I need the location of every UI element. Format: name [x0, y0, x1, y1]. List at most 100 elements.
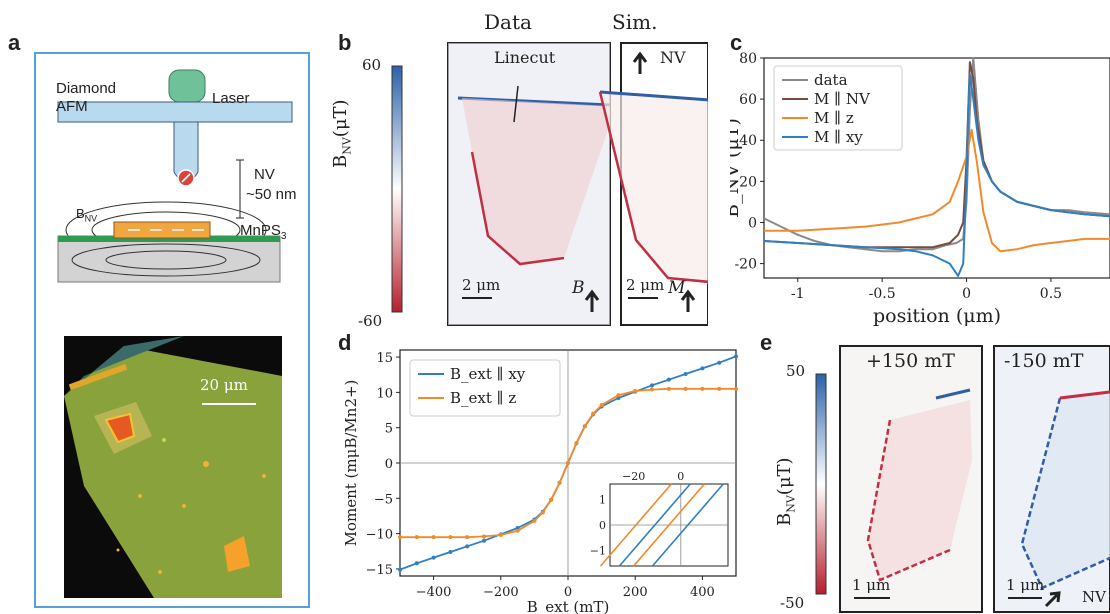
legend: B_ext ∥ xy B_ext ∥ z: [409, 359, 561, 417]
panel-b-figure: [391, 42, 708, 326]
x-tick-label: 0: [564, 585, 572, 600]
legend-entry: M ∥ z: [814, 109, 854, 127]
data-point: [465, 535, 470, 540]
data-point: [650, 383, 654, 388]
label-bnv: BNV: [76, 206, 98, 224]
micrograph-scale-label: 20 μm: [200, 376, 248, 394]
data-point: [414, 535, 419, 540]
nv-arrow-label: NV: [660, 48, 686, 67]
colorbar-e: [815, 373, 827, 595]
data-point: [532, 518, 537, 523]
data-point: [540, 510, 545, 515]
data-point: [717, 360, 722, 365]
data-point: [431, 555, 436, 560]
inset-x-tick: −20: [622, 470, 645, 483]
data-point: [666, 377, 671, 382]
linecut-label: Linecut: [494, 48, 556, 67]
x-tick-label: -1: [791, 286, 805, 302]
data-point: [414, 561, 419, 566]
y-tick-label: 0: [748, 215, 757, 231]
data-point: [557, 480, 562, 485]
afm-schematic: [57, 69, 293, 283]
data-title: Data: [484, 10, 532, 34]
label-mnps3: MnPS3: [240, 222, 287, 242]
y-tick-label: −10: [366, 528, 393, 543]
data-point: [582, 424, 587, 429]
y-tick-label: 80: [739, 51, 757, 67]
x-tick-label: −200: [483, 585, 519, 600]
map-minus-scale: 1 μm: [1006, 576, 1045, 594]
label-laser: Laser: [212, 90, 250, 107]
x-tick-label: -0.5: [869, 286, 896, 302]
panel-a-frame: [34, 52, 310, 608]
inset-branch: [599, 483, 672, 567]
x-axis-label: position (μm): [873, 305, 1001, 327]
data-scale-label: 2 μm: [462, 276, 501, 294]
x-tick-label: 0: [962, 286, 971, 302]
y-tick-label: −15: [366, 563, 393, 578]
colorbar-b-bottom: -60: [358, 312, 383, 330]
colorbar-b-top: 60: [362, 56, 382, 74]
data-point: [549, 497, 554, 502]
data-point: [498, 533, 503, 538]
y-tick-label: −5: [374, 492, 393, 507]
colorbar-e-bottom: -50: [780, 594, 805, 612]
chart-c: -1 -0.5 0 0.5 -20 0 20 40 60 80 position (μm) B_NV …: [730, 51, 1110, 327]
x-axis-label: B_ext (mT): [527, 598, 610, 614]
y-tick-label: 5: [385, 422, 393, 437]
sim-field-label: M: [668, 278, 686, 298]
colorbar-b-label: BNV(μT): [330, 99, 354, 168]
y-axis-label: Moment (mμB/Mn2+): [342, 380, 360, 547]
data-point: [591, 411, 596, 416]
data-point: [717, 386, 722, 391]
panel-letter-d: d: [338, 330, 352, 355]
data-point: [683, 372, 688, 377]
data-point: [482, 538, 486, 543]
inset-y-tick: −1: [590, 545, 606, 558]
data-point: [666, 386, 671, 391]
label-nv: NV: [254, 166, 275, 183]
data-point: [515, 528, 520, 533]
data-point: [650, 387, 654, 392]
inset-branch: [618, 483, 691, 567]
data-point: [734, 354, 738, 359]
y-tick-label: 20: [739, 174, 757, 190]
optical-micrograph: [64, 336, 282, 598]
legend-entry: B_ext ∥ xy: [450, 365, 526, 383]
inset-y-tick: 0: [599, 519, 606, 532]
hbn-layer: [58, 236, 280, 242]
data-point: [633, 388, 638, 393]
y-axis-label: B_NV (μT): [730, 118, 743, 218]
panel-e-figure: [815, 345, 1110, 613]
sim-title: Sim.: [612, 10, 658, 34]
nv-label-e: NV: [1082, 588, 1106, 606]
inset-branch: [632, 483, 706, 567]
x-tick-label: 200: [623, 585, 648, 600]
label-distance: ~50 nm: [246, 186, 297, 203]
colorbar-e-top: 50: [786, 362, 806, 380]
panel-letter-c: c: [730, 30, 743, 55]
y-tick-label: 40: [739, 133, 757, 149]
panel-letter-a: a: [8, 30, 21, 55]
data-point: [448, 535, 453, 540]
y-tick-label: 10: [376, 386, 393, 401]
data-point: [683, 386, 688, 391]
x-tick-label: −400: [416, 585, 452, 600]
inset-y-tick: 1: [599, 493, 606, 506]
data-field-label: B: [572, 278, 585, 298]
data-point: [616, 396, 621, 401]
data-point: [431, 535, 436, 540]
legend-box: [409, 359, 561, 417]
label-diamond-afm: Diamond AFM: [56, 80, 117, 115]
legend-entry: data: [814, 71, 848, 89]
inset-branch: [651, 483, 724, 567]
inset-x-tick: 0: [677, 470, 684, 483]
map-plus-scale: 1 μm: [852, 576, 891, 594]
data-point: [566, 461, 570, 465]
legend-box: [773, 65, 903, 151]
x-tick-label: 400: [690, 585, 715, 600]
data-point: [465, 544, 470, 549]
map-plus-title: +150 mT: [866, 350, 955, 372]
